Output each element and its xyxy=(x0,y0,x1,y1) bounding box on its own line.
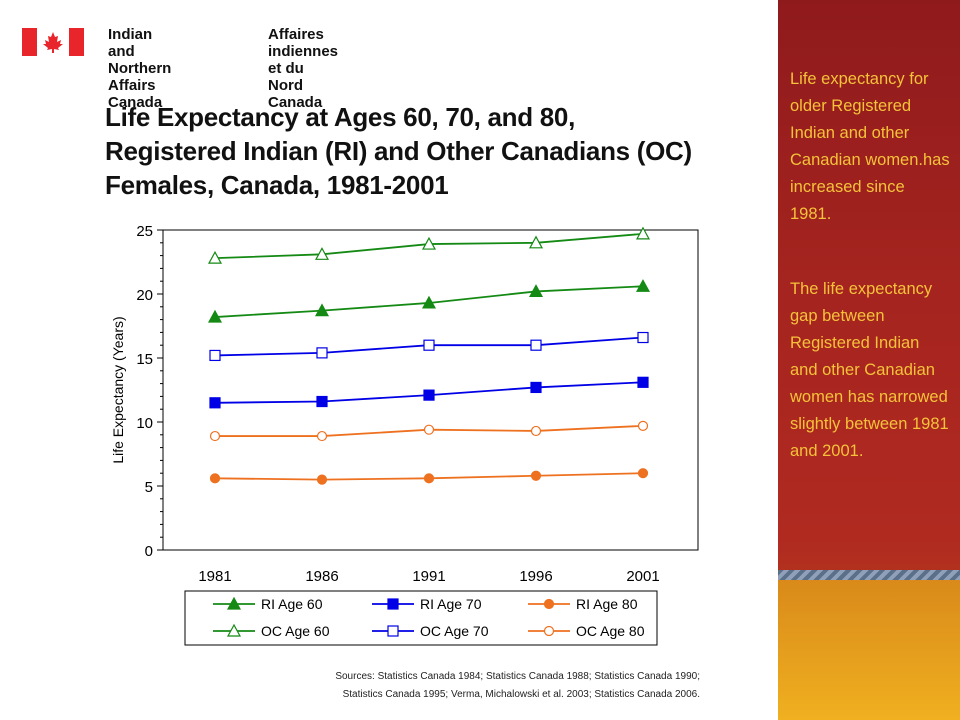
data-point-oc-age-80 xyxy=(423,424,435,435)
x-tick-label: 1991 xyxy=(412,568,445,585)
y-tick-label: 15 xyxy=(136,351,153,368)
legend-box xyxy=(184,590,658,646)
y-axis-label: Life Expectancy (Years) xyxy=(110,316,126,463)
data-point-oc-age-70 xyxy=(423,339,435,351)
legend-marker xyxy=(226,596,242,610)
data-point-ri-age-80 xyxy=(637,468,649,479)
data-point-ri-age-70 xyxy=(637,376,649,388)
y-tick-label: 20 xyxy=(136,287,153,304)
legend-label: OC Age 70 xyxy=(420,623,489,639)
data-point-oc-age-60 xyxy=(528,235,544,249)
sidebar-text-gap: The life expectancy gap between Register… xyxy=(790,280,949,460)
data-point-oc-age-70 xyxy=(637,331,649,344)
y-tick-label: 25 xyxy=(136,223,153,240)
x-tick-label: 1996 xyxy=(519,568,552,585)
legend-marker xyxy=(387,598,399,610)
canada-flag-icon xyxy=(22,28,84,56)
data-point-ri-age-80 xyxy=(530,470,542,481)
legend-label: OC Age 80 xyxy=(576,623,645,639)
legend-marker xyxy=(387,625,399,637)
sidebar-stripe xyxy=(778,570,960,580)
data-point-ri-age-80 xyxy=(316,474,328,485)
data-point-ri-age-60 xyxy=(528,284,544,298)
data-point-oc-age-80 xyxy=(316,430,328,442)
data-point-ri-age-80 xyxy=(209,473,221,484)
sidebar-bottom-band xyxy=(778,580,960,720)
data-point-ri-age-70 xyxy=(423,389,435,401)
department-name-english: Indian and Northern Affairs Canada xyxy=(108,26,172,111)
data-point-ri-age-60 xyxy=(207,309,223,323)
data-point-oc-age-80 xyxy=(209,430,221,442)
x-tick-label: 2001 xyxy=(626,568,659,585)
legend-label: RI Age 70 xyxy=(420,596,482,612)
data-point-oc-age-60 xyxy=(207,250,223,264)
legend-marker xyxy=(543,625,555,637)
y-tick-label: 5 xyxy=(145,479,153,496)
legend-label: RI Age 60 xyxy=(261,596,323,612)
sources-note: Sources: Statistics Canada 1984; Statist… xyxy=(335,671,700,700)
x-tick-label: 1986 xyxy=(305,568,338,585)
data-point-oc-age-70 xyxy=(530,339,542,351)
sidebar-text-increase: Life expectancy for older Registered Ind… xyxy=(790,70,950,223)
slide-title: Life Expectancy at Ages 60, 70, and 80, … xyxy=(105,102,692,200)
data-point-oc-age-70 xyxy=(209,349,221,362)
legend-marker xyxy=(543,598,555,610)
data-point-ri-age-60 xyxy=(635,279,651,292)
data-point-ri-age-80 xyxy=(423,473,435,484)
legend-label: OC Age 60 xyxy=(261,623,330,639)
department-name-french: Affaires indiennes et du Nord Canada xyxy=(268,26,339,111)
legend-marker xyxy=(226,623,242,637)
life-expectancy-chart: 0 5 10 15 20 25 1981 1986 1991 1996 2001 Life Expec… xyxy=(110,223,699,646)
data-point-oc-age-80 xyxy=(637,420,649,431)
data-point-oc-age-80 xyxy=(530,425,542,437)
legend-label: RI Age 80 xyxy=(576,596,638,612)
data-point-oc-age-70 xyxy=(316,347,328,359)
data-point-ri-age-60 xyxy=(314,303,330,317)
data-point-oc-age-60 xyxy=(421,236,437,250)
y-tick-label: 10 xyxy=(136,415,153,432)
sidebar-panel: Life expectancy for older Registered Ind… xyxy=(778,0,960,720)
data-point-ri-age-70 xyxy=(530,381,542,394)
data-point-oc-age-60 xyxy=(314,247,330,260)
data-point-oc-age-60 xyxy=(635,226,651,240)
data-point-ri-age-70 xyxy=(316,395,328,408)
y-tick-label: 0 xyxy=(145,543,153,560)
data-point-ri-age-60 xyxy=(421,295,437,309)
data-point-ri-age-70 xyxy=(209,397,221,409)
x-tick-label: 1981 xyxy=(198,568,231,585)
